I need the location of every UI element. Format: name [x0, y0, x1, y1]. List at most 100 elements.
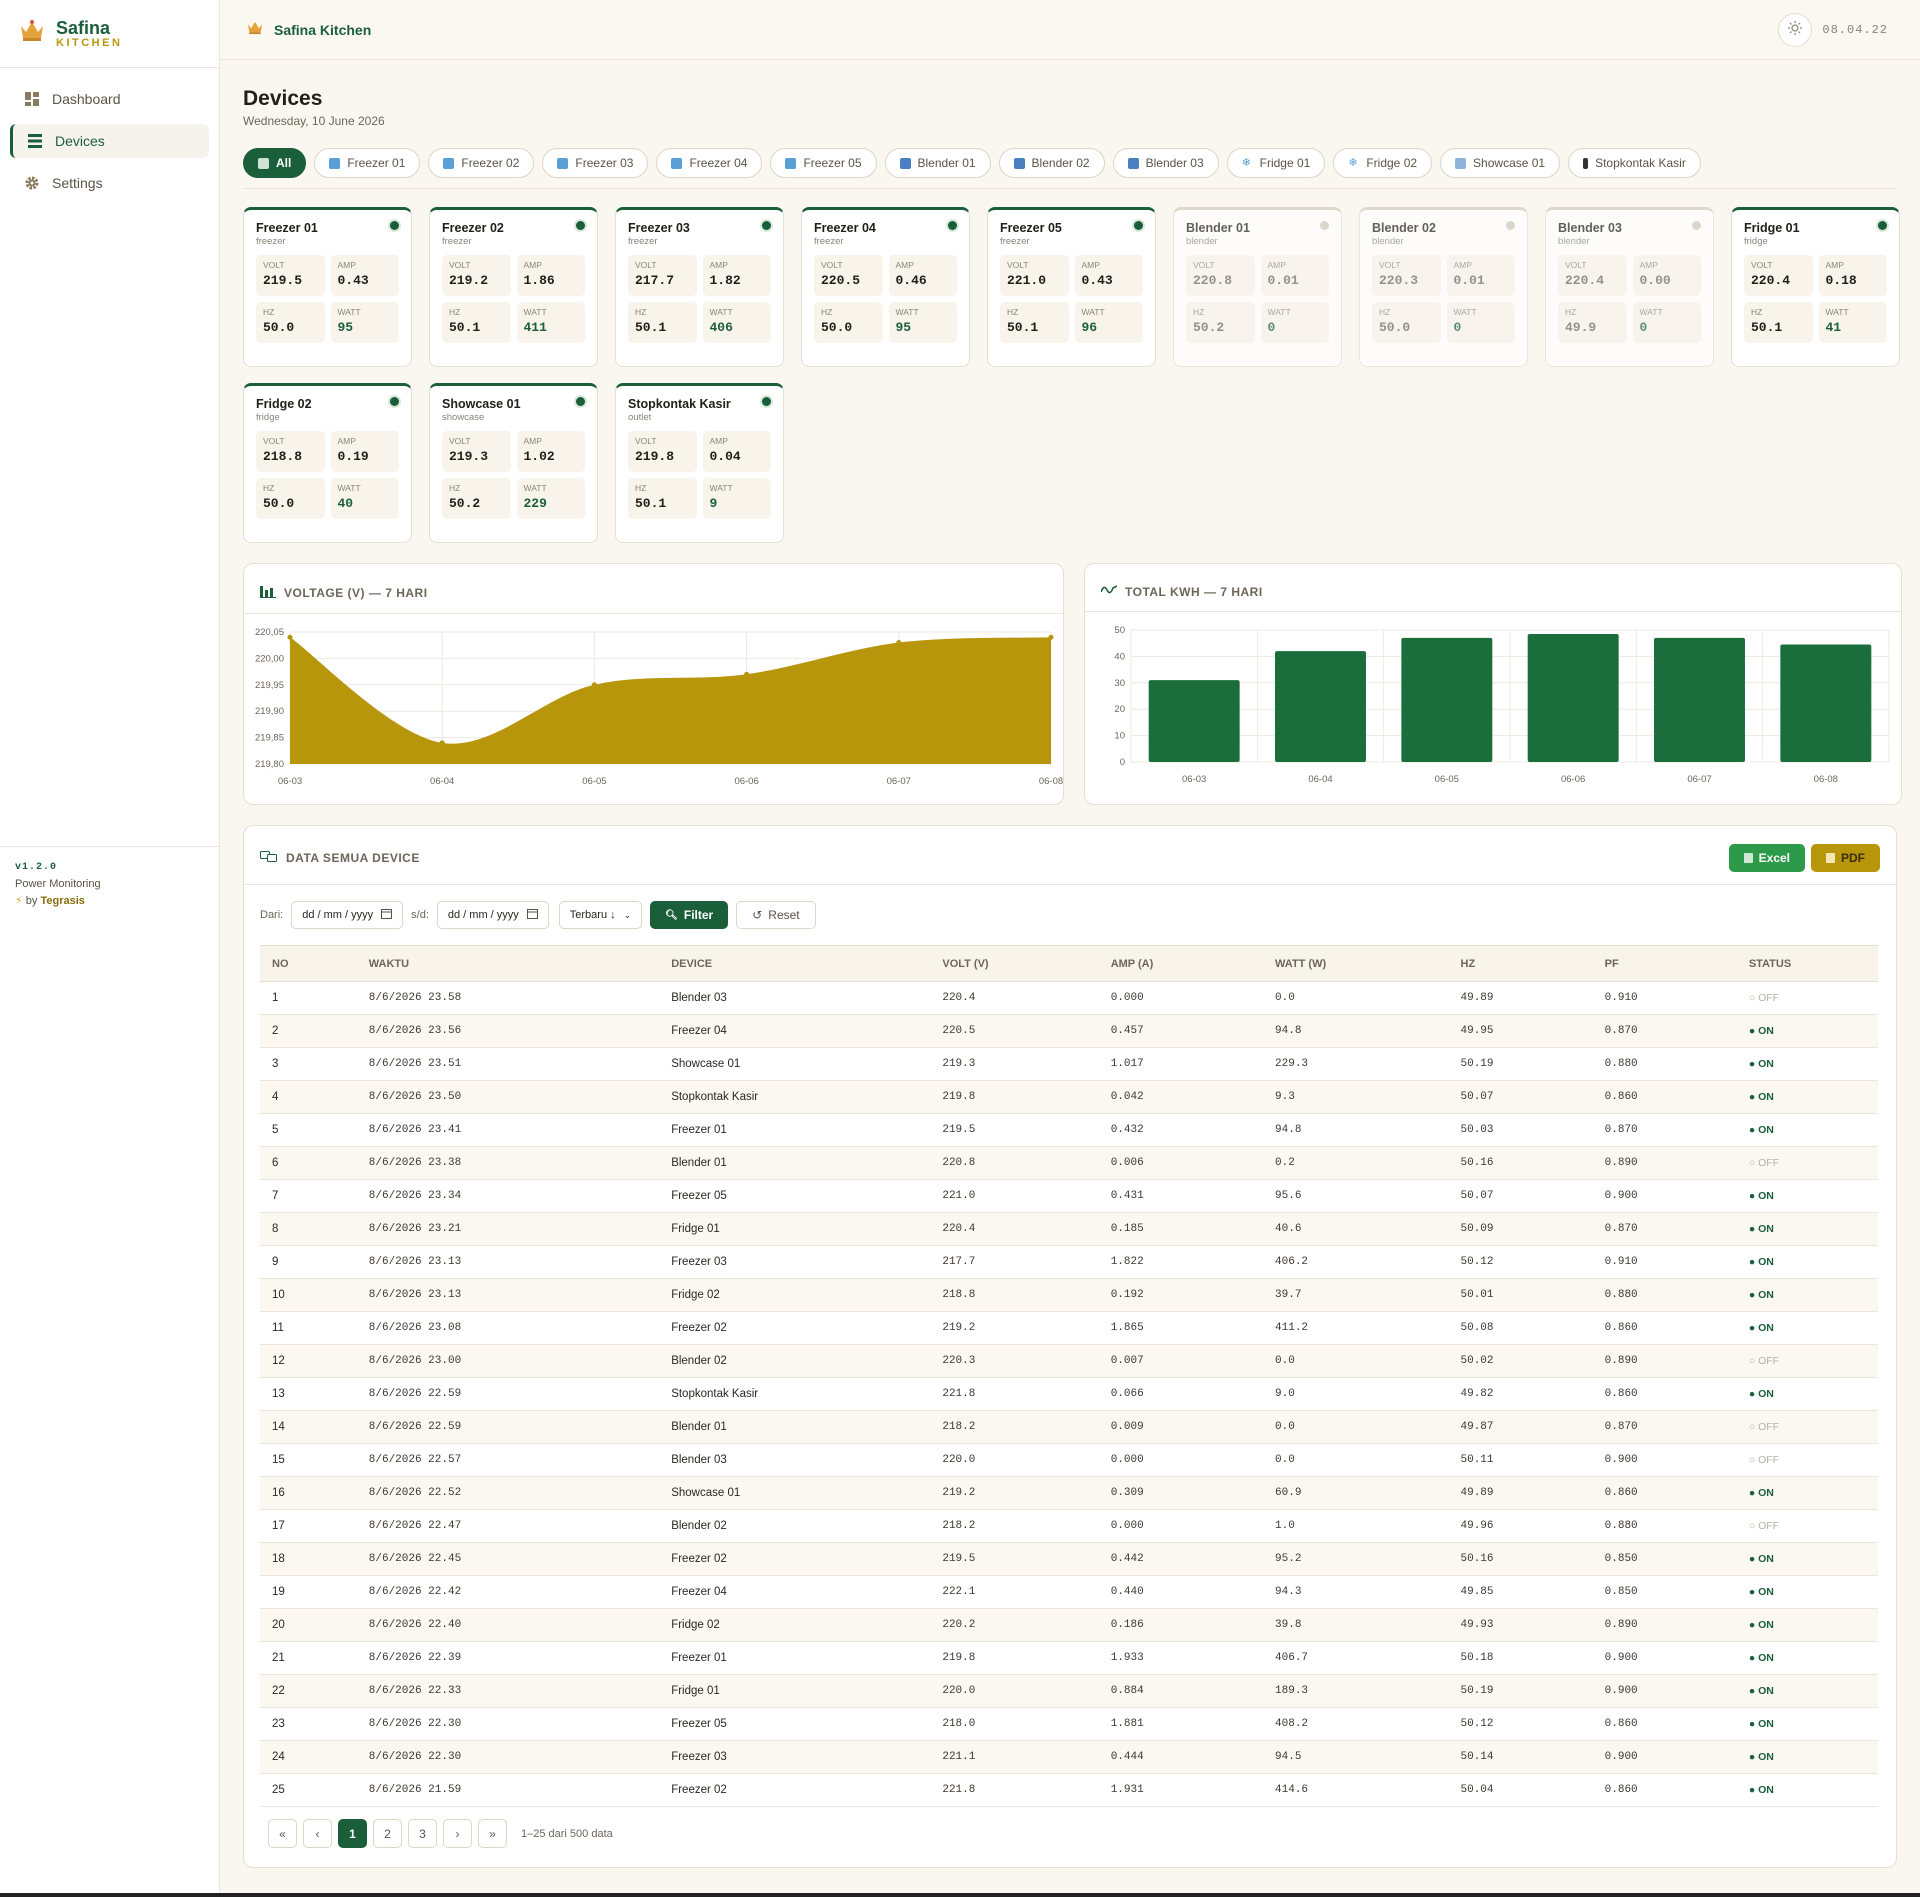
status-badge: ● ON	[1749, 1256, 1774, 1268]
export-pdf-button[interactable]: PDF	[1811, 844, 1880, 872]
device-card[interactable]: Fridge 01 fridge VOLT 220.4 AMP 0.18 HZ 50.1 WAT…	[1731, 207, 1900, 367]
filter-tab-blender-03[interactable]: Blender 03	[1112, 148, 1219, 178]
table-row[interactable]: 11 8/6/2026 23.08 Freezer 02 219.2 1.865 411.…	[260, 1311, 1878, 1345]
metric-value: 218.8	[263, 449, 303, 464]
filter-tab-fridge-01[interactable]: ❄ Fridge 01	[1226, 148, 1326, 178]
metric-label: WATT	[1081, 307, 1105, 317]
table-cell: 8/6/2026 23.13	[356, 1278, 660, 1312]
table-row[interactable]: 22 8/6/2026 22.33 Fridge 01 220.0 0.884 189.3…	[260, 1674, 1878, 1708]
filter-tab-blender-02[interactable]: Blender 02	[998, 148, 1105, 178]
cube-icon	[785, 157, 797, 169]
prev-page-button[interactable]: ‹	[303, 1819, 332, 1848]
x-tick-label: 06-05	[1435, 774, 1459, 785]
device-card-header: Freezer 05	[1000, 221, 1143, 235]
table-row[interactable]: 1 8/6/2026 23.58 Blender 03 220.4 0.000 0.0 49…	[260, 981, 1878, 1015]
sidebar-item-devices[interactable]: Devices	[10, 124, 209, 158]
filter-tab-stopkontak-kasir[interactable]: Stopkontak Kasir	[1568, 148, 1701, 178]
device-card[interactable]: Freezer 05 freezer VOLT 221.0 AMP 0.43 HZ 50.1 W…	[987, 207, 1156, 367]
crown-icon	[246, 19, 264, 40]
table-row[interactable]: 10 8/6/2026 23.13 Fridge 02 218.8 0.192 39.7 5…	[260, 1278, 1878, 1312]
filter-tab-freezer-01[interactable]: Freezer 01	[314, 148, 421, 178]
last-page-button[interactable]: »	[478, 1819, 507, 1848]
table-row[interactable]: 13 8/6/2026 22.59 Stopkontak Kasir 221.8 0.0…	[260, 1377, 1878, 1411]
table-row[interactable]: 3 8/6/2026 23.51 Showcase 01 219.3 1.017 229.…	[260, 1047, 1878, 1081]
topbar: Safina Kitchen 08.04.22	[220, 0, 1920, 60]
reset-button[interactable]: ↺ Reset	[736, 901, 816, 929]
filter-tab-freezer-03[interactable]: Freezer 03	[542, 148, 649, 178]
page-3-button[interactable]: 3	[408, 1819, 437, 1848]
table-cell: 50.01	[1448, 1278, 1593, 1312]
device-card[interactable]: Fridge 02 fridge VOLT 218.8 AMP 0.19 HZ 50.0 WAT…	[243, 383, 412, 543]
filter-tab-fridge-02[interactable]: ❄ Fridge 02	[1333, 148, 1433, 178]
device-card[interactable]: Blender 03 blender VOLT 220.4 AMP 0.00 HZ 49.9 W…	[1545, 207, 1714, 367]
kwh-bar	[1401, 637, 1493, 762]
table-row[interactable]: 8 8/6/2026 23.21 Fridge 01 220.4 0.185 40.6 50…	[260, 1212, 1878, 1246]
table-cell: 218.2	[930, 1509, 1099, 1543]
table-row[interactable]: 5 8/6/2026 23.41 Freezer 01 219.5 0.432 94.8 5…	[260, 1113, 1878, 1147]
metric-label: WATT	[709, 307, 733, 317]
export-excel-button[interactable]: Excel	[1728, 844, 1805, 872]
filter-tab-freezer-04[interactable]: Freezer 04	[656, 148, 763, 178]
theme-toggle-button[interactable]	[1778, 13, 1813, 47]
page-1-button[interactable]: 1	[338, 1819, 367, 1848]
date-to-input[interactable]: dd / mm / yyyy	[436, 901, 549, 929]
table-row[interactable]: 6 8/6/2026 23.38 Blender 01 220.8 0.006 0.2 50…	[260, 1146, 1878, 1180]
table-row[interactable]: 20 8/6/2026 22.40 Fridge 02 220.2 0.186 39.8 4…	[260, 1608, 1878, 1642]
y-tick-label: 50	[1114, 625, 1125, 636]
metric-label: AMP	[337, 436, 356, 446]
company-link[interactable]: Tegrasis	[40, 895, 85, 907]
table-row[interactable]: 15 8/6/2026 22.57 Blender 03 220.0 0.000 0.0 5…	[260, 1443, 1878, 1477]
table-row[interactable]: 7 8/6/2026 23.34 Freezer 05 221.0 0.431 95.6 5…	[260, 1179, 1878, 1213]
device-card[interactable]: Freezer 01 freezer VOLT 219.5 AMP 0.43 HZ 50.0 W…	[243, 207, 412, 367]
device-card[interactable]: Showcase 01 showcase VOLT 219.3 AMP 1.02 HZ 50.…	[429, 383, 598, 543]
table-row[interactable]: 21 8/6/2026 22.39 Freezer 01 219.8 1.933 406.…	[260, 1641, 1878, 1675]
table-cell: 13	[260, 1377, 357, 1411]
table-cell: 221.8	[930, 1773, 1099, 1807]
table-cell: 50.04	[1448, 1773, 1593, 1807]
metric-hz: HZ 50.0	[256, 478, 325, 519]
table-row[interactable]: 17 8/6/2026 22.47 Blender 02 218.2 0.000 1.0 4…	[260, 1509, 1878, 1543]
brand[interactable]: Safina KITCHEN	[0, 0, 219, 68]
table-cell: 50.18	[1448, 1641, 1593, 1675]
status-cell: ○ OFF	[1736, 1509, 1878, 1543]
filter-tab-all[interactable]: All	[243, 148, 307, 178]
filter-tab-freezer-02[interactable]: Freezer 02	[428, 148, 535, 178]
table-row[interactable]: 24 8/6/2026 22.30 Freezer 03 221.1 0.444 94.5…	[260, 1740, 1878, 1774]
date-from-input[interactable]: dd / mm / yyyy	[291, 901, 404, 929]
table-row[interactable]: 18 8/6/2026 22.45 Freezer 02 219.5 0.442 95.2…	[260, 1542, 1878, 1576]
next-page-button[interactable]: ›	[443, 1819, 472, 1848]
page-2-button[interactable]: 2	[373, 1819, 402, 1848]
sort-select[interactable]: Terbaru ↓ ⌄	[558, 901, 643, 929]
device-card[interactable]: Blender 02 blender VOLT 220.3 AMP 0.01 HZ 50.0 W…	[1359, 207, 1528, 367]
table-cell: 0.900	[1592, 1641, 1737, 1675]
metric-label: HZ	[449, 483, 461, 493]
device-card[interactable]: Stopkontak Kasir outlet VOLT 219.8 AMP 0.04 HZ…	[615, 383, 784, 543]
device-card[interactable]: Freezer 04 freezer VOLT 220.5 AMP 0.46 HZ 50.0 W…	[801, 207, 970, 367]
device-card[interactable]: Blender 01 blender VOLT 220.8 AMP 0.01 HZ 50.2 W…	[1173, 207, 1342, 367]
table-row[interactable]: 25 8/6/2026 21.59 Freezer 02 221.8 1.931 414.…	[260, 1773, 1878, 1807]
table-row[interactable]: 2 8/6/2026 23.56 Freezer 04 220.5 0.457 94.8 4…	[260, 1014, 1878, 1048]
metric-label: WATT	[523, 307, 547, 317]
table-row[interactable]: 16 8/6/2026 22.52 Showcase 01 219.2 0.309 60.…	[260, 1476, 1878, 1510]
device-card[interactable]: Freezer 03 freezer VOLT 217.7 AMP 1.82 HZ 50.1 W…	[615, 207, 784, 367]
cube-icon	[671, 157, 683, 169]
first-page-button[interactable]: «	[268, 1819, 297, 1848]
metric-label: WATT	[1639, 307, 1663, 317]
table-row[interactable]: 12 8/6/2026 23.00 Blender 02 220.3 0.007 0.0 5…	[260, 1344, 1878, 1378]
filter-tab-label: Fridge 02	[1366, 156, 1418, 170]
table-cell: 22	[260, 1674, 357, 1708]
sidebar-item-settings[interactable]: Settings	[10, 166, 209, 200]
status-text: ON	[1758, 1553, 1774, 1565]
table-row[interactable]: 23 8/6/2026 22.30 Freezer 05 218.0 1.881 408.…	[260, 1707, 1878, 1741]
filter-tab-showcase-01[interactable]: Showcase 01	[1440, 148, 1561, 178]
filter-tab-blender-01[interactable]: Blender 01	[884, 148, 991, 178]
pdf-icon	[1826, 853, 1835, 863]
device-card[interactable]: Freezer 02 freezer VOLT 219.2 AMP 1.86 HZ 50.1 W…	[429, 207, 598, 367]
table-row[interactable]: 19 8/6/2026 22.42 Freezer 04 222.1 0.440 94.3…	[260, 1575, 1878, 1609]
sidebar-item-dashboard[interactable]: Dashboard	[10, 82, 209, 116]
filter-tab-freezer-05[interactable]: Freezer 05	[770, 148, 877, 178]
filter-button[interactable]: 🔍︎ Filter	[650, 901, 729, 929]
table-row[interactable]: 9 8/6/2026 23.13 Freezer 03 217.7 1.822 406.2…	[260, 1245, 1878, 1279]
table-row[interactable]: 14 8/6/2026 22.59 Blender 01 218.2 0.009 0.0 4…	[260, 1410, 1878, 1444]
table-row[interactable]: 4 8/6/2026 23.50 Stopkontak Kasir 219.8 0.04…	[260, 1080, 1878, 1114]
